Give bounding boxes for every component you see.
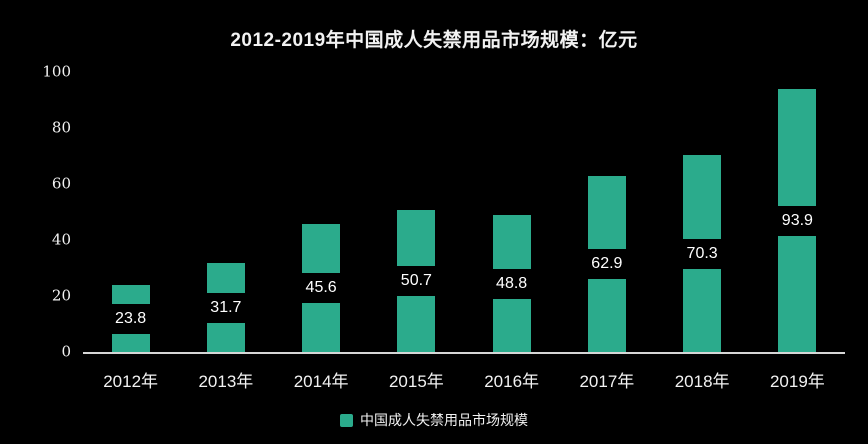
- y-axis-tick-label: 20: [51, 286, 71, 305]
- x-axis-category-label: 2019年: [769, 372, 825, 391]
- bar-value-label: 93.9: [773, 205, 821, 236]
- y-axis: 0 20 40 60 80 100: [0, 64, 83, 359]
- bar-value-label: 48.8: [488, 268, 536, 299]
- x-axis-category-label: 2018年: [674, 372, 730, 391]
- y-axis-tick-label: 80: [51, 118, 71, 137]
- x-axis-category-label: 2013年: [198, 372, 254, 391]
- chart-title: 2012-2019年中国成人失禁用品市场规模：亿元: [230, 30, 638, 51]
- legend-item[interactable]: 中国成人失禁用品市场规模: [0, 410, 868, 430]
- bar-value-label: 45.6: [297, 273, 345, 304]
- y-axis-tick-label: 0: [61, 342, 71, 361]
- x-axis: 2012年 2013年 2014年 2015年 2016年 2017年 2018年 2019年: [83, 367, 845, 393]
- plot-area: 23.8 31.7 45.6 50.7 48.8 62.9 70.3 93.9: [83, 72, 845, 354]
- x-axis-category-label: 2015年: [388, 372, 444, 391]
- x-axis-category-label: 2014年: [293, 372, 349, 391]
- x-axis-category-label: 2017年: [579, 372, 635, 391]
- bar-value-label: 50.7: [392, 266, 440, 297]
- y-axis-tick-label: 100: [42, 62, 71, 81]
- x-axis-category-label: 2016年: [484, 372, 540, 391]
- y-axis-tick-label: 60: [51, 174, 71, 193]
- legend-swatch-icon: [340, 413, 353, 427]
- bar-value-label: 70.3: [678, 238, 726, 269]
- legend-label: 中国成人失禁用品市场规模: [360, 412, 528, 428]
- bar-value-label: 62.9: [583, 248, 631, 279]
- y-axis-tick-label: 40: [51, 230, 71, 249]
- x-axis-category-label: 2012年: [103, 372, 159, 391]
- bar-value-label: 23.8: [107, 303, 155, 334]
- bar-value-label: 31.7: [202, 292, 250, 323]
